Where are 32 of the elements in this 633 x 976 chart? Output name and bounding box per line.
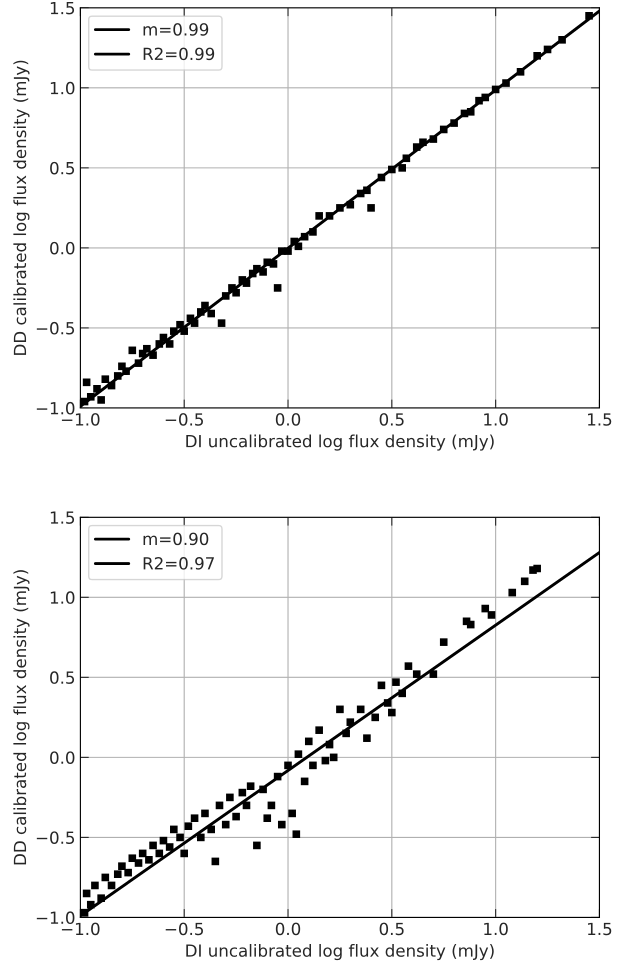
y-tick-label: −1.0 — [36, 402, 74, 415]
y-tick-label: −0.5 — [36, 831, 74, 844]
y-tick-label: −1.0 — [36, 911, 74, 924]
legend-label: m=0.90 — [144, 532, 208, 546]
y-tick-label: 1.5 — [50, 511, 74, 524]
y-tick-label: 1.0 — [50, 591, 74, 604]
x-tick-label: 0.0 — [276, 413, 300, 426]
x-tick-label: −1.0 — [62, 413, 100, 426]
y-tick-label: 0.5 — [50, 162, 74, 174]
x-tick-label: 1.5 — [588, 922, 612, 936]
x-tick-label: −1.0 — [62, 922, 100, 936]
y-axis-title: DD calibrated log flux density (mJy) — [13, 60, 30, 355]
y-axis-title: DD calibrated log flux density (mJy) — [13, 570, 30, 864]
x-tick-label: 1.0 — [484, 922, 508, 936]
legend-label: R2=0.97 — [144, 557, 214, 570]
x-axis-title: DI uncalibrated log flux density (mJy) — [186, 944, 494, 960]
x-tick-label: 1.5 — [588, 413, 612, 426]
x-tick-label: 1.0 — [484, 413, 508, 426]
y-tick-label: 1.5 — [50, 2, 74, 14]
y-tick-label: 0.0 — [50, 751, 74, 764]
y-tick-label: 1.0 — [50, 82, 74, 94]
y-tick-label: 0.0 — [50, 242, 74, 254]
x-tick-label: −0.5 — [166, 922, 203, 936]
legend-label: m=0.99 — [144, 23, 208, 36]
x-tick-label: 0.5 — [380, 922, 404, 936]
x-tick-label: −0.5 — [166, 413, 203, 426]
x-axis-title: DI uncalibrated log flux density (mJy) — [186, 434, 494, 451]
legend-label: R2=0.99 — [144, 48, 214, 60]
x-tick-label: 0.0 — [276, 922, 300, 936]
x-tick-label: 0.5 — [380, 413, 404, 426]
y-tick-label: 0.5 — [50, 671, 74, 684]
y-tick-label: −0.5 — [36, 322, 74, 335]
